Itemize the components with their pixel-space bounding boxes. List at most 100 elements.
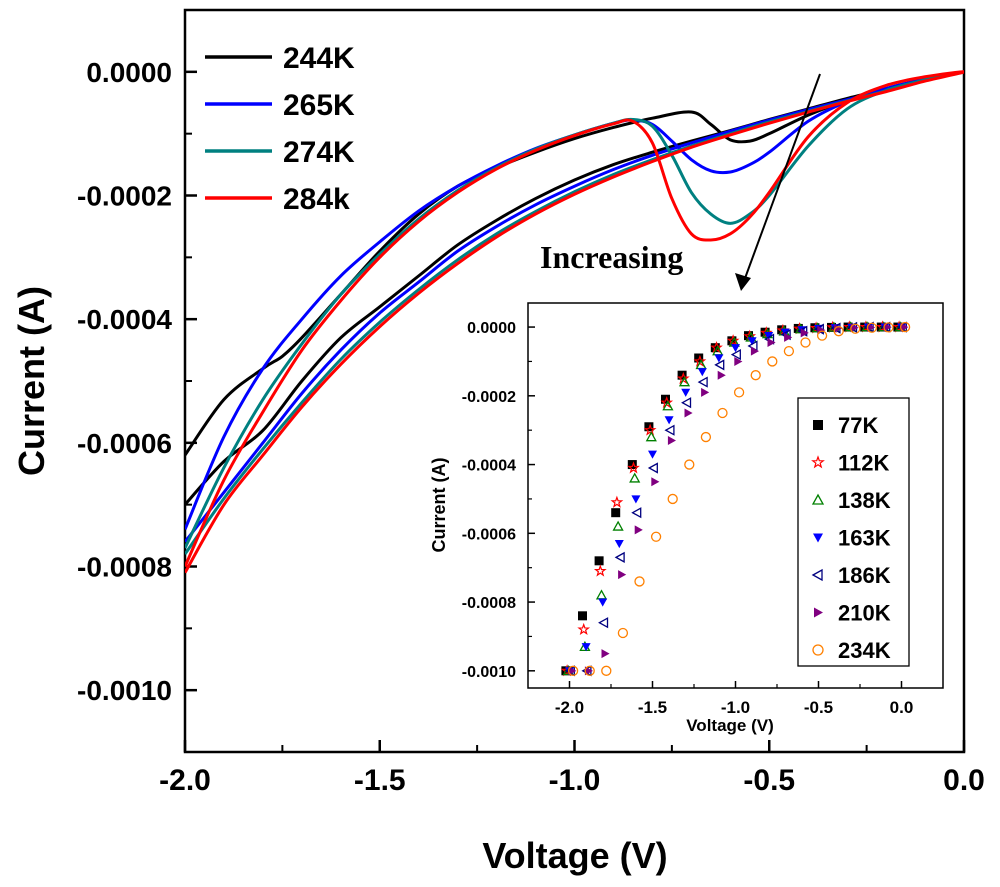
inset-point-163k — [747, 337, 757, 346]
legend-label-274k: 274K — [283, 136, 355, 169]
inset-point-234k — [584, 665, 595, 676]
inset-y-tick-label: 0.0000 — [467, 320, 516, 337]
inset-point-163k — [598, 598, 608, 607]
inset-legend-marker-77k — [813, 420, 823, 430]
inset-point-163k — [681, 388, 691, 397]
inset-y-tick-label: -0.0008 — [462, 595, 516, 612]
inset-legend-label-112k: 112K — [838, 451, 889, 476]
inset-point-234k — [567, 665, 579, 676]
inset-point-234k — [767, 356, 778, 367]
inset-legend-label-163k: 163K — [838, 526, 891, 551]
inset-point-234k — [601, 665, 612, 676]
inset-point-234k — [717, 407, 728, 419]
inset-legend-label-210k: 210K — [838, 601, 891, 626]
inset-point-234k — [667, 493, 678, 505]
inset-point-234k — [899, 321, 911, 333]
inset-x-tick-label: -1.5 — [638, 698, 667, 717]
inset-legend-marker-163k — [813, 533, 823, 543]
inset-point-210k — [883, 322, 892, 332]
inset-legend-label-186k: 186K — [838, 563, 891, 588]
inset-point-234k — [733, 387, 745, 398]
inset-legend-marker-234k — [812, 644, 824, 656]
inset-point-163k — [648, 450, 657, 459]
y-tick-label: -0.0010 — [77, 675, 172, 706]
inset-point-186k — [647, 462, 658, 474]
inset-point-210k — [717, 370, 726, 380]
inset-x-tick-label: -1.0 — [721, 698, 750, 717]
inset-point-234k — [783, 345, 795, 357]
inset-legend-marker-186k — [811, 568, 823, 582]
inset-point-163k — [731, 344, 740, 353]
inset-legend: 77K 112K 138K 163K 186K 210K 234K — [797, 397, 910, 667]
inset-point-138k — [645, 431, 657, 442]
inset-x-tick-label: -0.5 — [804, 698, 833, 717]
inset-point-186k — [714, 359, 725, 371]
inset-point-112k — [610, 495, 624, 508]
inset-point-77k — [727, 336, 737, 346]
inset-x-tick-label: 0.0 — [890, 698, 914, 717]
inset-point-234k — [700, 431, 712, 443]
inset-point-163k — [764, 332, 774, 341]
x-tick-label: -2.0 — [159, 764, 211, 797]
inset-x-axis-title: Voltage (V) — [686, 716, 774, 735]
y-axis-title: Current (A) — [11, 286, 52, 476]
inset-series-234k — [567, 321, 911, 676]
y-tick-label: -0.0004 — [77, 304, 172, 335]
inset-point-186k — [614, 551, 625, 563]
inset-point-210k — [584, 666, 593, 676]
inset-point-210k — [618, 570, 627, 580]
inset-point-138k — [612, 520, 624, 531]
inset-y-tick-label: -0.0004 — [462, 458, 516, 475]
legend-label-265k: 265K — [283, 89, 355, 122]
inset-point-77k — [644, 422, 654, 432]
inset-legend-marker-112k — [811, 455, 825, 469]
inset-point-138k — [678, 376, 691, 387]
inset-point-210k — [634, 525, 643, 535]
inset-point-234k — [866, 322, 878, 333]
inset-point-186k — [681, 397, 692, 409]
inset-point-112k — [577, 622, 591, 636]
inset-point-234k — [650, 531, 662, 542]
inset-point-163k — [581, 643, 591, 652]
inset-point-210k — [568, 666, 577, 676]
main-series-group — [185, 70, 964, 574]
inset-point-210k — [784, 332, 793, 342]
inset-point-210k — [701, 387, 710, 397]
inset-point-163k — [714, 354, 724, 363]
inset-y-tick-label: -0.0006 — [462, 526, 516, 543]
inset-point-234k — [833, 326, 844, 337]
inset-point-210k — [601, 649, 610, 659]
inset-point-234k — [816, 330, 828, 341]
increasing-arrow — [743, 73, 821, 282]
inset-legend-label-77k: 77K — [838, 413, 878, 438]
series-line-284k — [185, 70, 964, 574]
inset-point-234k — [684, 459, 695, 470]
y-tick-label: 0.0000 — [86, 57, 172, 88]
inset-legend-marker-138k — [811, 493, 825, 505]
inset-y-axis-title: Current (A) — [429, 458, 449, 553]
increasing-annotation: Increasing — [540, 239, 683, 275]
inset-point-186k — [598, 617, 609, 629]
inset-point-234k — [800, 337, 811, 348]
inset-point-234k — [883, 322, 894, 333]
inset-legend-label-138k: 138K — [838, 488, 891, 513]
y-tick-label: -0.0006 — [77, 428, 172, 459]
inset-point-112k — [627, 461, 640, 474]
inset-y-tick-label: -0.0002 — [462, 389, 516, 406]
inset-point-210k — [651, 477, 660, 487]
increasing-arrowhead — [735, 273, 751, 291]
inset-points-group — [560, 320, 911, 677]
inset-point-77k — [710, 343, 720, 353]
inset-legend-box — [797, 397, 910, 667]
inset-point-186k — [730, 348, 741, 361]
inset-point-210k — [900, 322, 909, 332]
inset-point-210k — [833, 323, 842, 333]
legend-label-244k: 244K — [283, 42, 355, 75]
inset-y-tick-label: -0.0010 — [462, 664, 516, 681]
inset-point-138k — [629, 472, 641, 483]
inset-point-210k — [800, 328, 809, 338]
x-tick-label: 0.0 — [943, 764, 985, 797]
inset-point-163k — [631, 495, 641, 504]
inset-point-77k — [611, 508, 621, 518]
